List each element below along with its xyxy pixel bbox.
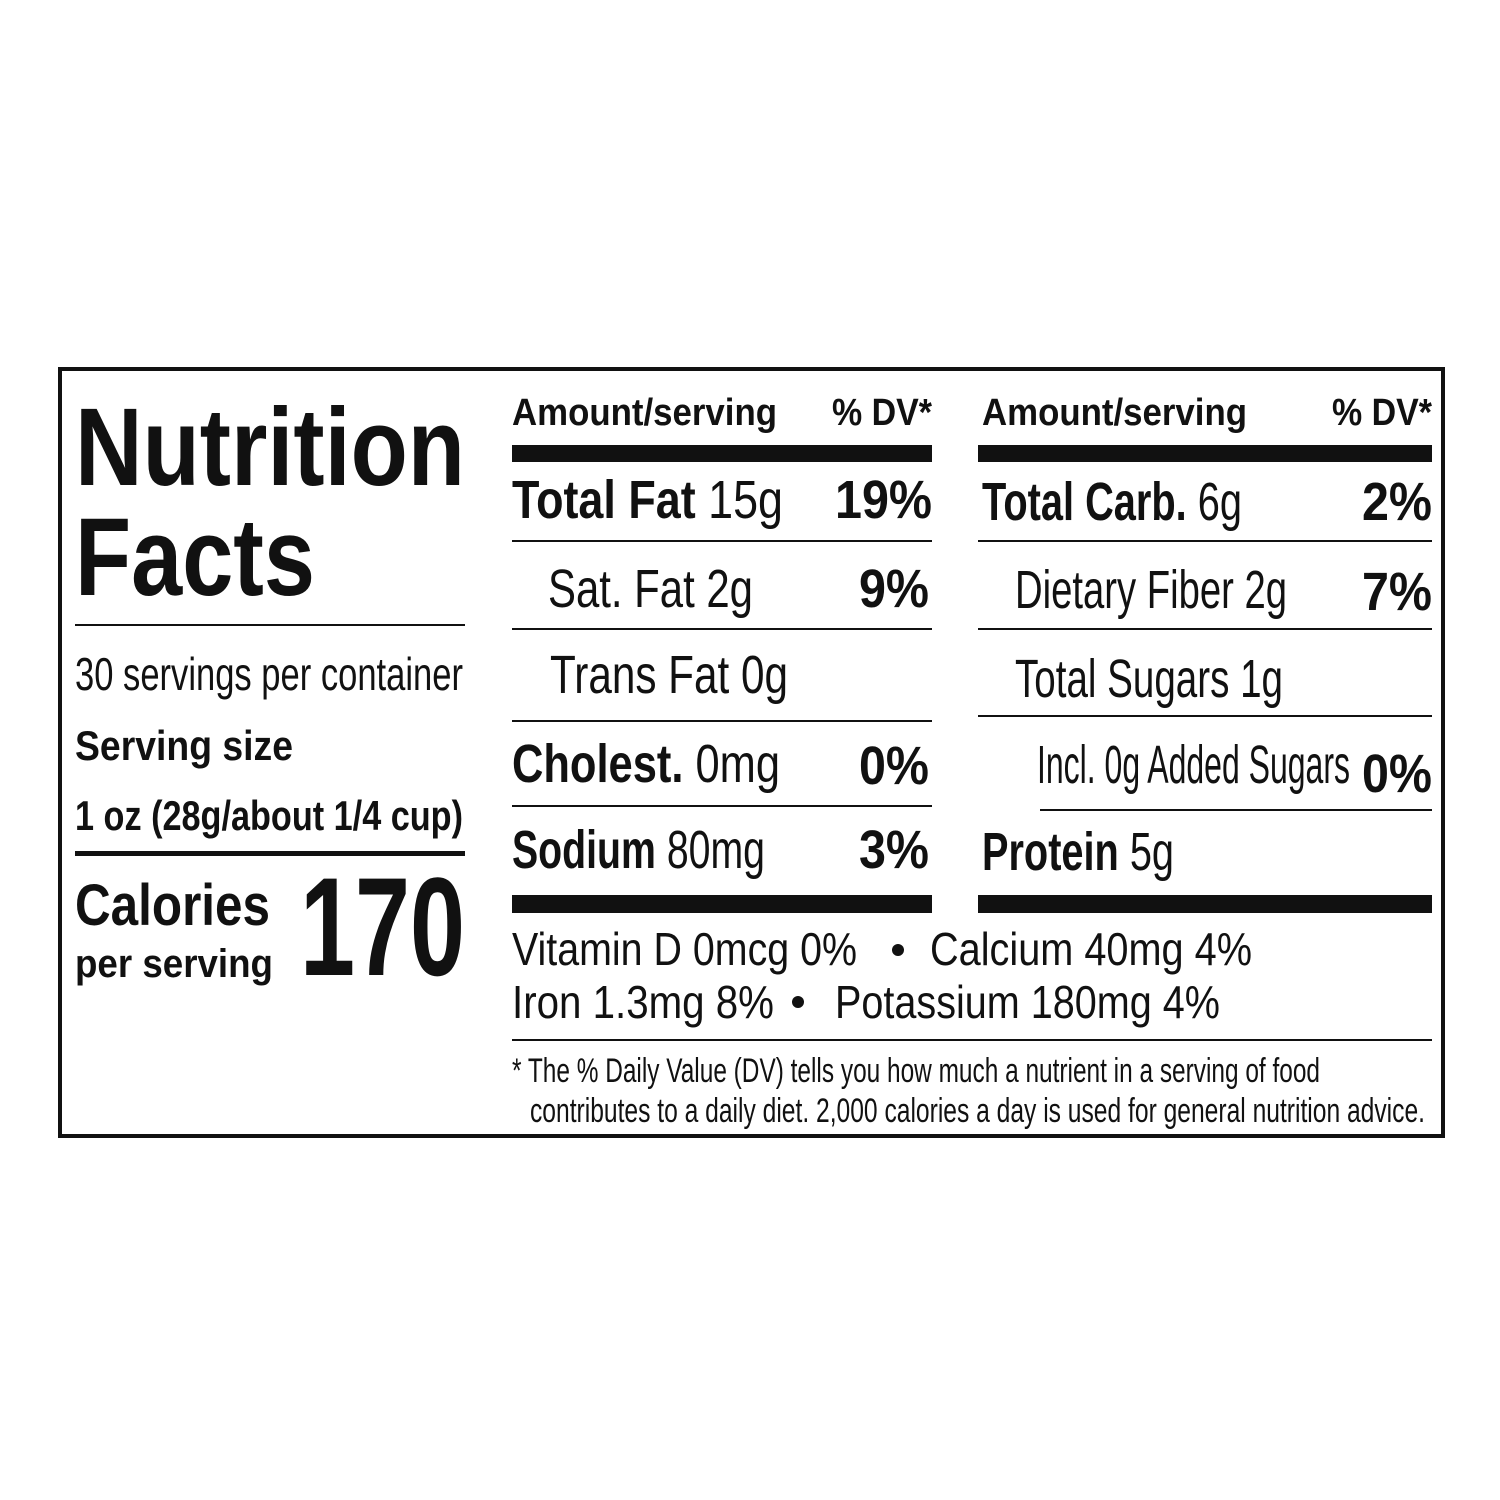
serving-size: 1 oz (28g/about 1/4 cup) [75, 792, 463, 839]
rule [978, 445, 1432, 462]
dv: 7% [1362, 562, 1432, 622]
footnote: contributes to a daily diet. 2,000 calor… [530, 1092, 1425, 1130]
title: Facts [75, 496, 315, 619]
rule [512, 445, 932, 462]
amount: 6g [1198, 472, 1242, 532]
dv: 2% [1362, 472, 1432, 532]
nutrient: Total Fat [512, 470, 696, 530]
row: Dietary Fiber 2g [1015, 560, 1287, 620]
serving-size-label: Serving size [75, 722, 293, 769]
amount: 0mg [695, 734, 780, 794]
row: Total Sugars 1g [1015, 649, 1283, 709]
row: Sodium 80mg [512, 820, 765, 880]
dv: 19% [835, 470, 932, 530]
rule [978, 895, 1432, 913]
calories-sublabel: per serving [75, 942, 273, 986]
row: Cholest. 0mg [512, 734, 780, 794]
nutrient: Incl. 0g Added Sugars [1037, 735, 1350, 795]
nutrient: Protein [982, 822, 1119, 882]
header: Amount/serving [982, 392, 1247, 434]
row: Trans Fat 0g [550, 645, 788, 705]
row: Sat. Fat 2g [548, 559, 753, 619]
nutrient: Total Sugars [1015, 649, 1229, 709]
amount: 2g [706, 559, 753, 619]
nutrient: Sat. Fat [548, 559, 695, 619]
nutrient: Trans Fat [550, 645, 729, 705]
row: Protein 5g [982, 822, 1174, 882]
amount: 2g [1244, 560, 1287, 620]
vitamin: Potassium 180mg 4% [835, 976, 1220, 1028]
amount: 80mg [667, 820, 765, 880]
amount: 5g [1130, 822, 1174, 882]
nutrient: Sodium [512, 820, 656, 880]
vitamin: Calcium 40mg 4% [930, 923, 1252, 975]
bullet [892, 944, 904, 956]
dv: 0% [1362, 744, 1432, 804]
nutrient: Cholest. [512, 734, 683, 794]
amount: 1g [1240, 649, 1283, 709]
dv: 0% [859, 736, 929, 796]
nutrient: Dietary Fiber [1015, 560, 1234, 620]
amount: 15g [708, 470, 783, 530]
nutrient: Total Carb. [982, 472, 1187, 532]
header: Amount/serving [512, 392, 777, 434]
servings: 30 servings per container [75, 648, 463, 700]
footnote: * The % Daily Value (DV) tells you how m… [512, 1052, 1320, 1090]
frame [58, 367, 1445, 1138]
dv: 3% [859, 820, 929, 880]
calories-label: Calories [75, 873, 270, 938]
row: Total Carb. 6g [982, 472, 1242, 532]
vitamin: Iron 1.3mg 8% [512, 976, 774, 1028]
title: Nutrition [75, 386, 465, 509]
bullet [792, 996, 804, 1008]
rule [512, 895, 932, 913]
dv: 9% [859, 559, 929, 619]
amount: 0g [741, 645, 788, 705]
header: % DV* [1332, 392, 1432, 434]
row: Total Fat 15g [512, 470, 783, 530]
header: % DV* [832, 392, 932, 434]
rule [75, 851, 465, 856]
calories: 170 [300, 848, 465, 1005]
vitamin: Vitamin D 0mcg 0% [512, 923, 857, 975]
